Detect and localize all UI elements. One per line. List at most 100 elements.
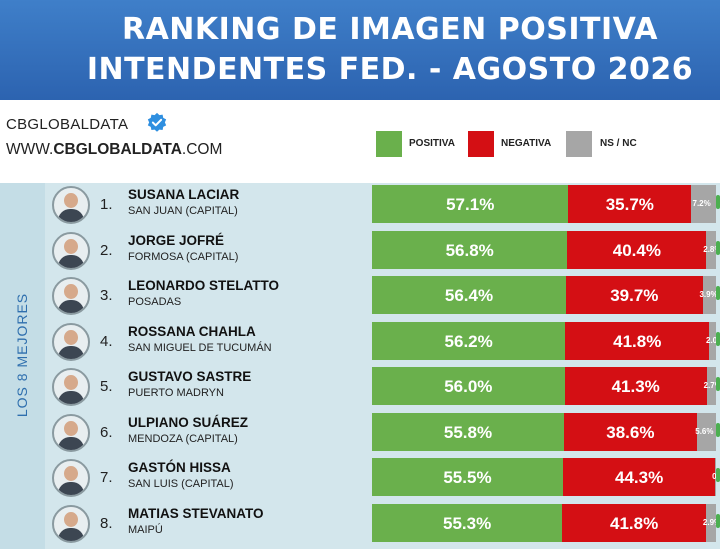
bar-positiva bbox=[372, 503, 563, 542]
mayor-city: SAN JUAN (CAPITAL) bbox=[128, 205, 238, 217]
avatar bbox=[52, 368, 90, 406]
bar-negativa bbox=[563, 412, 697, 451]
bar-positiva bbox=[372, 321, 566, 360]
chart-title-line1: RANKING DE IMAGEN POSITIVA bbox=[121, 12, 659, 47]
ranking-row: 1. SUSANA LACIAR SAN JUAN (CAPITAL) 57.1% 35… bbox=[0, 183, 720, 227]
bar-positiva bbox=[372, 276, 567, 314]
bar-positiva bbox=[372, 367, 565, 405]
ranking-row: 5. GUSTAVO SASTRE PUERTO MADRYN 56.0% 41.3% 2… bbox=[0, 365, 720, 409]
legend-negativa-label: NEGATIVA bbox=[501, 138, 552, 149]
legend-positiva-swatch bbox=[376, 131, 402, 157]
label-negativa: 41.8% bbox=[613, 331, 662, 351]
avatar-head-shape bbox=[64, 466, 78, 481]
avatar-body-shape bbox=[58, 527, 84, 541]
url-prefix: WWW. bbox=[6, 141, 54, 158]
legend-negativa-swatch bbox=[468, 131, 494, 157]
bar-negativa bbox=[565, 321, 710, 360]
mayor-city: FORMOSA (CAPITAL) bbox=[128, 250, 239, 263]
ranking-row: 8. MATIAS STEVANATO MAIPÚ 55.3% 41.8% 2.9% bbox=[0, 502, 720, 546]
header-banner: RANKING DE IMAGEN POSITIVA INTENDENTES F… bbox=[0, 0, 720, 100]
bar-negativa bbox=[568, 185, 692, 223]
avatar-head-shape bbox=[64, 329, 78, 345]
url-suffix: .COM bbox=[181, 141, 223, 158]
bar-ns-nc bbox=[696, 412, 716, 451]
avatar-head-shape bbox=[64, 238, 78, 254]
ranking-row: 7. GASTÓN HISSA SAN LUIS (CAPITAL) 55.5% 44.… bbox=[0, 456, 720, 500]
mayor-name: LEONARDO STELATTO bbox=[128, 278, 279, 293]
avatar-head-shape bbox=[64, 284, 78, 299]
ranking-row: 4. ROSSANA CHAHLA SAN MIGUEL DE TUCUMÁN 56.… bbox=[0, 320, 720, 364]
row-end-marker bbox=[716, 331, 720, 346]
avatar bbox=[52, 413, 90, 452]
bar-track: 55.5%44.3%0.2% bbox=[372, 458, 720, 496]
label-ns-nc: 2.0% bbox=[705, 335, 720, 345]
website-url: WWW.CBGLOBALDATA.COM bbox=[6, 141, 222, 159]
bar-positiva bbox=[372, 230, 568, 269]
mayor-name: ROSSANA CHAHLA bbox=[128, 323, 256, 339]
label-ns-nc: 3.9% bbox=[699, 290, 718, 299]
avatar-body-shape bbox=[58, 482, 84, 495]
mayor-name: JORGE JOFRÉ bbox=[128, 232, 225, 248]
row-end-marker bbox=[716, 422, 720, 437]
avatar bbox=[52, 231, 90, 270]
avatar bbox=[52, 277, 90, 315]
avatar bbox=[52, 504, 90, 543]
bar-track: 56.8% 40.4% 2.8% bbox=[372, 230, 720, 269]
label-negativa: 41.3% bbox=[611, 377, 660, 396]
label-negativa: 41.8% bbox=[610, 513, 659, 533]
bar-negativa bbox=[567, 230, 707, 269]
legend-nsnc-label: NS / NC bbox=[600, 138, 637, 149]
bar-track: 55.8% 38.6% 5.6% bbox=[372, 412, 716, 451]
bar-ns-nc bbox=[706, 367, 716, 405]
label-positiva: 55.3% bbox=[443, 513, 492, 533]
avatar-body-shape bbox=[58, 254, 84, 268]
avatar-body-shape bbox=[58, 391, 84, 404]
legend-positiva-label: POSITIVA bbox=[409, 138, 455, 149]
row-end-marker bbox=[716, 286, 720, 300]
bar-ns-nc bbox=[709, 321, 716, 360]
mayor-city: MENDOZA (CAPITAL) bbox=[128, 432, 238, 445]
rank-number: 8. bbox=[100, 514, 113, 532]
bar-track: 56.4% 39.7% 3.9% bbox=[372, 276, 718, 314]
rank-number: 6. bbox=[100, 423, 113, 441]
label-ns-nc: 2.7% bbox=[703, 381, 720, 390]
label-ns-nc: 2.9% bbox=[702, 517, 720, 527]
avatar bbox=[52, 459, 90, 497]
label-positiva: 56.2% bbox=[444, 331, 493, 351]
label-positiva: 55.8% bbox=[443, 422, 493, 442]
label-negativa: 38.6% bbox=[606, 422, 655, 442]
chart-title-line2: INTENDENTES FED. - AGOSTO 2026 bbox=[86, 52, 694, 87]
label-negativa: 40.4% bbox=[612, 240, 661, 260]
avatar bbox=[52, 186, 90, 224]
mayor-city: PUERTO MADRYN bbox=[128, 387, 224, 399]
avatar-head-shape bbox=[64, 511, 78, 527]
row-end-marker bbox=[716, 468, 720, 482]
avatar-head-shape bbox=[64, 420, 78, 436]
bar-positiva bbox=[372, 185, 569, 223]
bar-track: 56.0% 41.3% 2.7% bbox=[372, 367, 720, 405]
rank-number: 1. bbox=[100, 196, 113, 213]
mayor-city: POSADAS bbox=[128, 296, 182, 308]
label-negativa: 39.7% bbox=[610, 286, 659, 305]
avatar-body-shape bbox=[58, 300, 84, 313]
bar-positiva bbox=[372, 458, 563, 496]
label-positiva: 55.5% bbox=[443, 468, 492, 487]
label-ns-nc: 5.6% bbox=[695, 426, 714, 436]
ranking-row: 2. JORGE JOFRÉ FORMOSA (CAPITAL) 56.8% 40.4%… bbox=[0, 229, 720, 273]
rank-number: 7. bbox=[100, 469, 113, 486]
row-end-marker bbox=[716, 195, 720, 209]
bar-ns-nc bbox=[706, 503, 716, 542]
bar-positiva bbox=[372, 412, 564, 451]
label-positiva: 57.1% bbox=[446, 195, 495, 214]
mayor-name: SUSANA LACIAR bbox=[128, 187, 240, 202]
rank-number: 2. bbox=[100, 241, 113, 259]
bar-negativa bbox=[562, 503, 706, 542]
label-positiva: 56.8% bbox=[445, 240, 494, 260]
bar-track: 56.2% 41.8% 2.0% bbox=[372, 321, 720, 360]
bar-track: 55.3% 41.8% 2.9% bbox=[372, 503, 720, 542]
rank-number: 3. bbox=[100, 287, 113, 304]
bar-ns-nc bbox=[706, 230, 716, 269]
avatar-body-shape bbox=[58, 345, 84, 359]
bar-ns-nc bbox=[691, 185, 716, 223]
mayor-name: GUSTAVO SASTRE bbox=[128, 369, 252, 384]
